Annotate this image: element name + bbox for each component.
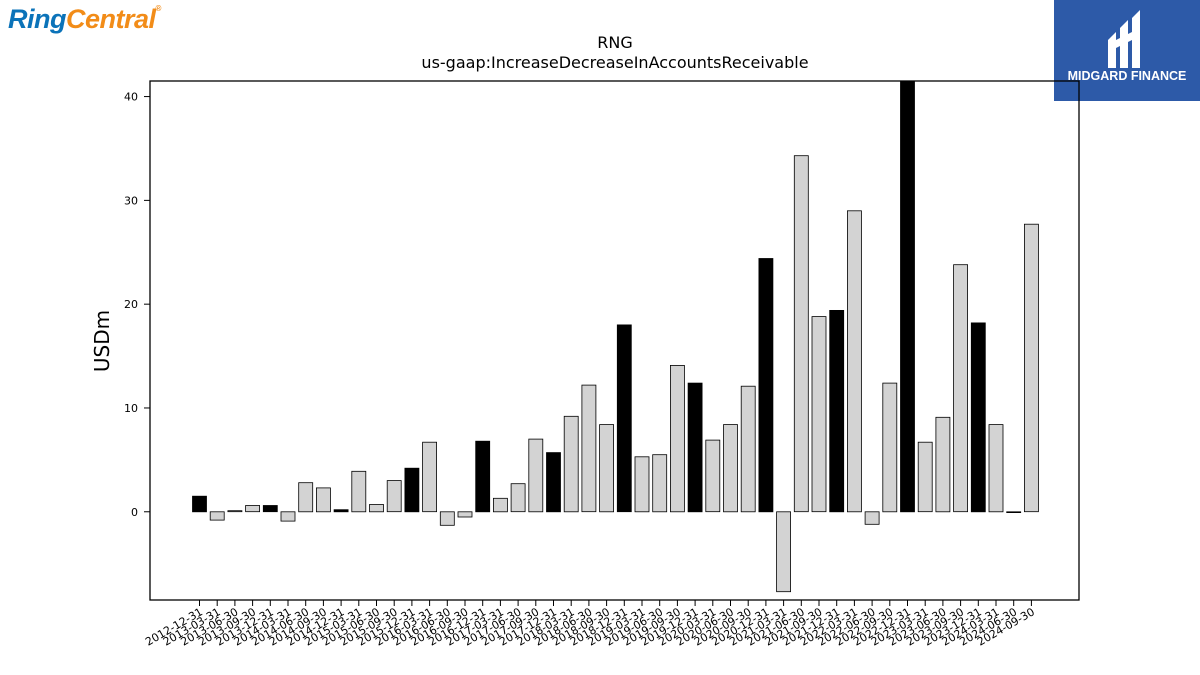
bar-2018-12-31 — [616, 324, 632, 513]
bar-2020-12-31 — [758, 258, 774, 513]
bar-2024-03-31 — [988, 424, 1004, 513]
y-tick-label: 10 — [124, 402, 138, 415]
bar-2020-03-31 — [705, 439, 721, 513]
bar-2019-12-31 — [687, 382, 703, 513]
bar-2017-06-30 — [510, 483, 526, 513]
y-tick-label: 40 — [124, 91, 138, 104]
bar-2022-06-30 — [864, 511, 880, 525]
bar-2022-03-31 — [847, 210, 862, 513]
y-axis: 0 10 20 30 40 — [124, 91, 150, 519]
bar-2017-12-31 — [546, 452, 561, 513]
bar-2017-09-30 — [528, 438, 544, 513]
x-axis: 2012-12-312013-03-312013-06-302013-09-30… — [143, 600, 1037, 649]
bars-group — [192, 80, 1039, 593]
bar-2012-12-31 — [192, 495, 207, 513]
bar-2019-06-30 — [652, 454, 668, 513]
logo-text-central: Central — [66, 4, 156, 34]
y-tick-label: 20 — [124, 298, 138, 311]
bar-2019-09-30 — [670, 364, 685, 513]
bar-2014-12-31 — [333, 509, 349, 513]
bar-2021-03-31 — [776, 511, 791, 593]
bar-2022-09-30 — [882, 382, 898, 513]
bar-2014-09-30 — [315, 487, 331, 513]
bar-2023-09-30 — [953, 264, 968, 513]
bar-2014-06-30 — [298, 482, 314, 513]
ringcentral-logo: RingCentral® — [8, 4, 161, 35]
bar-2013-12-31 — [262, 505, 278, 513]
midgard-mark-icon — [1108, 10, 1140, 68]
logo-company-name: MIDGARD FINANCE — [1067, 69, 1187, 83]
y-tick-label: 30 — [124, 194, 138, 207]
bar-2019-03-31 — [634, 456, 650, 513]
bar-2018-09-30 — [599, 424, 614, 513]
y-axis-label: USDm — [90, 310, 114, 372]
bar-2015-06-30 — [369, 504, 384, 513]
bar-2022-12-31 — [900, 80, 915, 513]
bar-2020-09-30 — [740, 385, 756, 513]
bar-2015-03-31 — [351, 470, 367, 513]
plot-frame — [149, 80, 1080, 601]
bar-2023-12-31 — [970, 322, 986, 513]
bar-2015-12-31 — [404, 467, 420, 513]
bar-2018-03-31 — [563, 415, 579, 513]
bar-2021-09-30 — [811, 316, 827, 513]
bar-2023-06-30 — [935, 416, 951, 513]
y-tick-label: 0 — [131, 506, 138, 519]
bar-2024-06-30 — [1006, 511, 1022, 513]
bar-2013-06-30 — [227, 510, 243, 513]
bar-2013-09-30 — [245, 505, 261, 513]
bar-2016-03-31 — [422, 441, 438, 513]
bar-2016-06-30 — [439, 511, 455, 526]
registered-mark: ® — [155, 4, 162, 13]
bar-2017-03-31 — [492, 497, 508, 513]
bar-2021-12-31 — [829, 309, 845, 513]
bar-2014-03-31 — [280, 511, 296, 522]
bar-2016-12-31 — [475, 440, 491, 513]
midgard-finance-logo: MIDGARD FINANCE — [1054, 0, 1200, 101]
bar-2015-09-30 — [386, 480, 402, 513]
bar-2023-03-31 — [917, 441, 933, 513]
logo-text-ring: Ring — [8, 4, 67, 34]
bar-2020-06-30 — [723, 424, 738, 513]
bar-2018-06-30 — [581, 384, 597, 513]
bar-2016-09-30 — [457, 511, 473, 518]
bar-2021-06-30 — [793, 155, 809, 513]
chart-title: RNG — [597, 33, 632, 52]
bar-2013-03-31 — [209, 511, 225, 521]
bar-2024-09-30 — [1024, 223, 1039, 513]
chart-subtitle: us-gaap:IncreaseDecreaseInAccountsReceiv… — [421, 53, 808, 72]
